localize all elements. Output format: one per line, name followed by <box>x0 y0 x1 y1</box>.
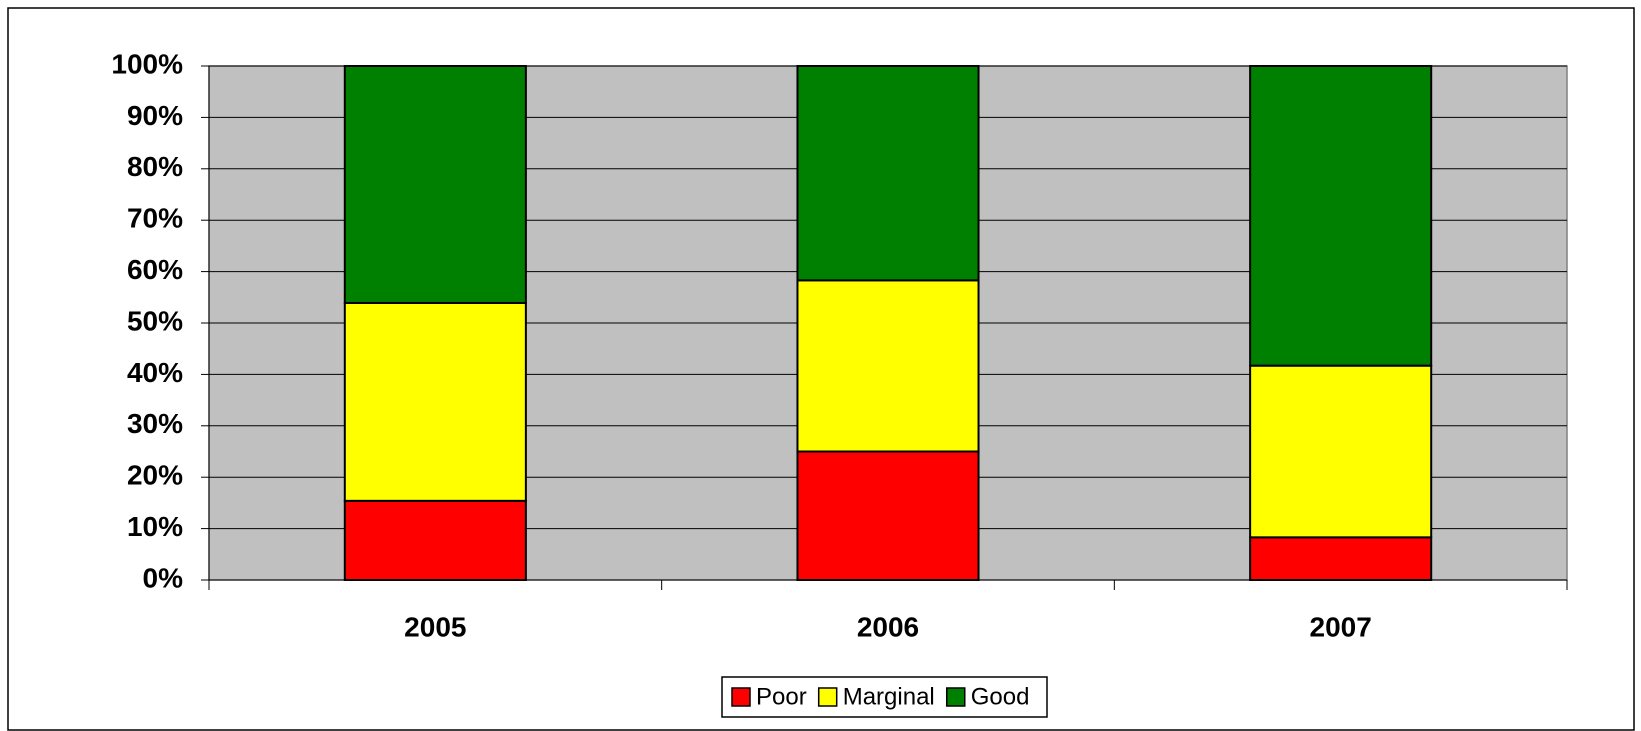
bar-segment <box>343 301 527 502</box>
y-tick-label: 100% <box>111 48 183 79</box>
bar-segment <box>343 65 527 304</box>
bar-segment <box>1249 65 1433 367</box>
y-tick-label: 90% <box>127 100 183 131</box>
y-tick-label: 80% <box>127 151 183 182</box>
y-tick-label: 10% <box>127 511 183 542</box>
legend-label: Marginal <box>843 683 935 710</box>
y-tick-label: 40% <box>127 357 183 388</box>
bar-segment <box>1249 364 1433 539</box>
legend-swatch <box>731 687 751 707</box>
y-tick-label: 50% <box>127 305 183 336</box>
legend-box <box>721 676 1048 718</box>
bar-segment <box>796 450 980 581</box>
bar-segment <box>796 65 980 282</box>
bar-segment <box>343 499 527 581</box>
legend-label: Good <box>971 683 1030 710</box>
y-tick-label: 20% <box>127 460 183 491</box>
x-tick-label: 2006 <box>857 611 919 642</box>
legend-swatch <box>946 687 966 707</box>
y-tick-label: 0% <box>143 562 184 593</box>
bar-segment <box>796 279 980 453</box>
y-tick-label: 70% <box>127 203 183 234</box>
legend-swatch <box>817 687 838 707</box>
bar-segment <box>1249 536 1433 582</box>
x-tick-label: 2005 <box>404 611 466 642</box>
legend-label: Poor <box>756 683 807 710</box>
y-tick-label: 60% <box>127 254 183 285</box>
y-tick-label: 30% <box>127 408 183 439</box>
x-tick-label: 2007 <box>1310 611 1372 642</box>
